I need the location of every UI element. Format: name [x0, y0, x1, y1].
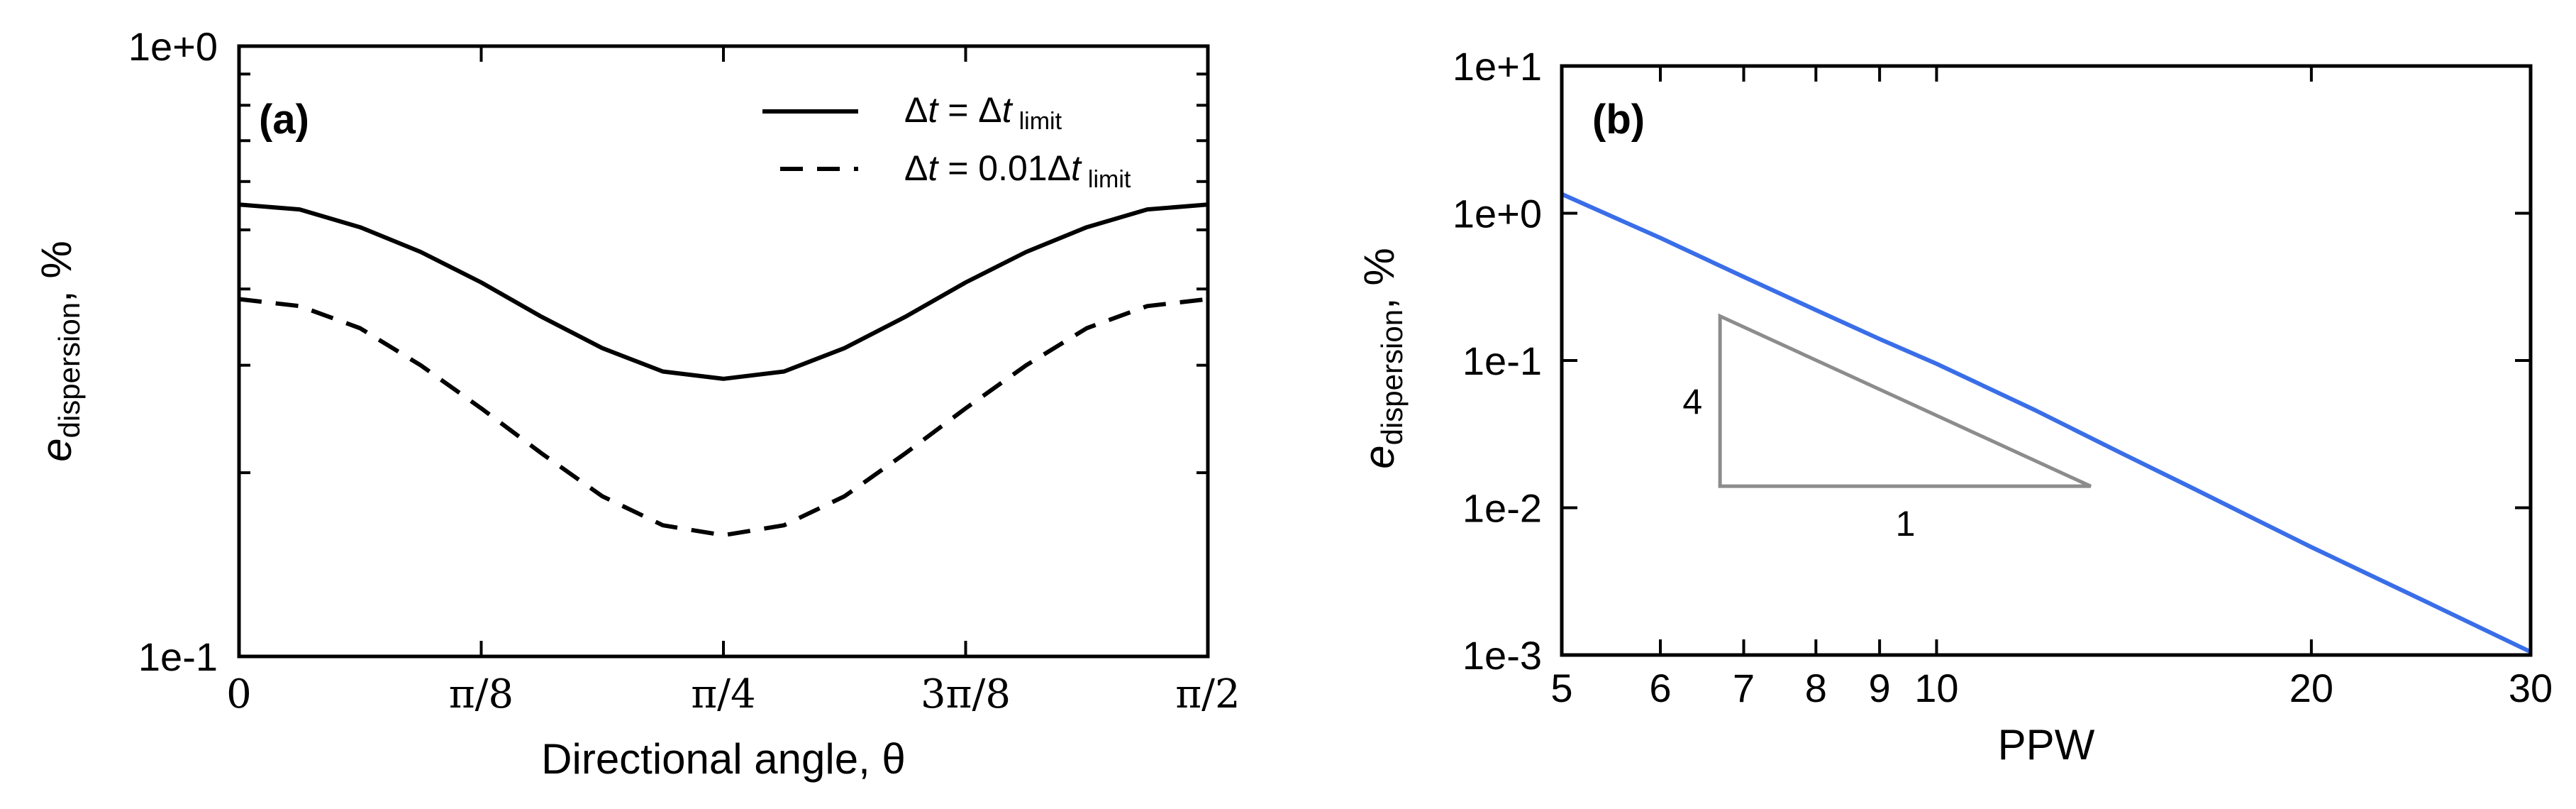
panel-a-x-tick-label: π/2 [1175, 671, 1240, 717]
panel-a-x-axis-title: Directional angle, θ [541, 735, 906, 783]
legend-entry-solid: Δt = Δt limit [904, 90, 1062, 135]
panel-b-x-axis-title: PPW [1998, 721, 2095, 769]
panel-a-label: (a) [259, 97, 309, 143]
panel-b-x-tick-label: 9 [1869, 666, 1891, 710]
slope-triangle: 41 [1682, 313, 2092, 544]
panel-b-y-axis-title: edispersion, % [1355, 248, 1409, 469]
panel-b-x-tick-label: 20 [2289, 666, 2333, 710]
panel-b-x-tick-label: 7 [1733, 666, 1755, 710]
panel-a: 0 π/8 π/4 3π/8 π/2 1e+0 1e-1 (a) Δt = Δt limit … [33, 24, 1240, 783]
panel-a-plot-frame [237, 44, 1210, 659]
panel-a-y-tick-label: 1e-1 [138, 634, 218, 679]
slope-triangle-shape [1718, 313, 2092, 488]
panel-a-y-tick-label: 1e+0 [128, 24, 218, 69]
panel-b-y-tick-label: 1e-3 [1462, 633, 1542, 678]
panel-a-x-tick-label: π/4 [691, 671, 755, 717]
panel-b-y-tick-label: 1e+1 [1453, 44, 1542, 89]
panel-b-series-group [1560, 192, 2532, 654]
panel-a-legend: Δt = Δt limit Δt = 0.01Δt limit [762, 90, 1131, 193]
panel-b-x-tick-label: 10 [1914, 666, 1958, 710]
panel-a-series-dashed-line [238, 297, 1209, 538]
panel-b-label: (b) [1592, 97, 1645, 143]
slope-horizontal-label: 1 [1896, 504, 1916, 544]
panel-b-y-tick-label: 1e-2 [1462, 486, 1542, 531]
panel-b-x-tick-label: 6 [1649, 666, 1671, 710]
panel-a-x-tick-label: π/8 [449, 671, 513, 717]
panel-b-y-tick-label: 1e-1 [1462, 339, 1542, 383]
panel-a-series-group [238, 202, 1209, 538]
panel-b-ticks: 5 6 7 8 9 10 20 30 1e+1 1e+0 1e-1 1e-2 1e-3 [1453, 44, 2553, 710]
slope-vertical-label: 4 [1682, 382, 1702, 422]
panel-b-x-tick-label: 8 [1805, 666, 1827, 710]
panel-a-y-axis-title: edispersion, % [33, 241, 86, 462]
panel-a-ticks: 0 π/8 π/4 3π/8 π/2 1e+0 1e-1 [128, 24, 1240, 717]
panel-b-plot-frame [1560, 64, 2533, 657]
panel-a-series-solid-line [238, 202, 1209, 381]
panel-b-x-tick-label: 5 [1550, 666, 1572, 710]
panel-b-series-line [1560, 192, 2532, 654]
panel-a-x-tick-label: 3π/8 [921, 671, 1011, 717]
legend-entry-dashed: Δt = 0.01Δt limit [904, 148, 1131, 193]
panel-b-x-tick-label: 30 [2509, 666, 2553, 710]
panel-a-x-tick-label: 0 [226, 671, 252, 717]
panel-b-y-tick-label: 1e+0 [1453, 192, 1542, 236]
